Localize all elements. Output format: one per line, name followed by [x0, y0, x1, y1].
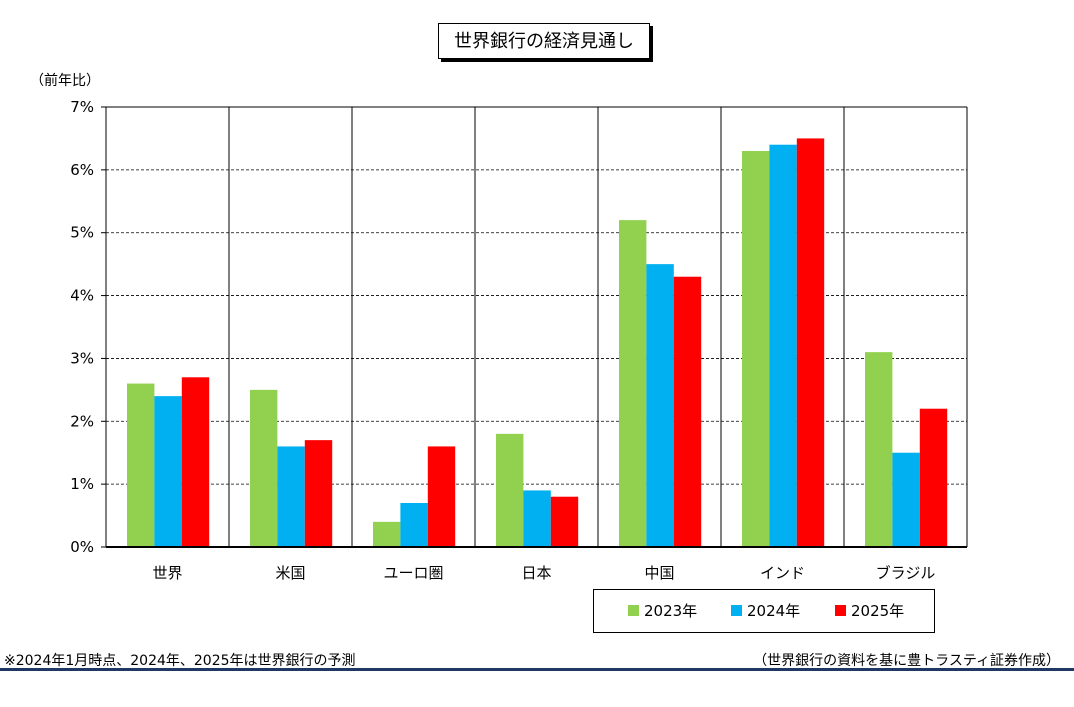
x-tick-label: 米国: [275, 564, 305, 582]
legend-label-2023: 2023年: [644, 602, 698, 620]
legend-label-2025: 2025年: [851, 602, 905, 620]
bar-2023年-中国: [619, 220, 647, 547]
legend-swatch-2023: [628, 605, 639, 616]
legend-swatch-2025: [835, 605, 846, 616]
bar-2025年-米国: [304, 440, 333, 547]
y-tick-label: 1%: [70, 475, 94, 493]
bar-2025年-中国: [673, 276, 702, 547]
chart-title: 世界銀行の経済見通し: [438, 23, 650, 59]
bar-2024年-中国: [646, 264, 674, 547]
bar-2024年-ユーロ圏: [400, 503, 428, 547]
y-tick-label: 4%: [70, 287, 94, 305]
bar-2024年-インド: [769, 144, 797, 547]
x-tick-label: ユーロ圏: [383, 564, 443, 582]
plot-background: [106, 107, 967, 547]
bar-2023年-世界: [127, 383, 155, 547]
x-tick-label: 日本: [521, 564, 551, 582]
source-note: （世界銀行の資料を基に豊トラスティ証券作成）: [753, 653, 1060, 669]
legend-item-2025: 2025年: [835, 602, 904, 620]
bar-2024年-日本: [523, 490, 551, 547]
bottom-rule: [0, 668, 1074, 671]
x-tick-label: インド: [760, 564, 805, 582]
bar-2023年-日本: [496, 433, 524, 547]
legend-item-2023: 2023年: [628, 602, 697, 620]
legend-label-2024: 2024年: [747, 602, 801, 620]
legend: 2023年 2024年 2025年: [593, 589, 935, 633]
y-tick-label: 0%: [70, 538, 94, 556]
bar-2023年-インド: [742, 151, 770, 547]
y-tick-label: 5%: [70, 224, 94, 242]
bar-2023年-米国: [250, 389, 278, 547]
legend-swatch-2024: [731, 605, 742, 616]
y-axis-label: （前年比）: [30, 73, 100, 89]
bar-2025年-インド: [796, 138, 825, 547]
y-tick-label: 2%: [70, 412, 94, 430]
bar-2024年-世界: [154, 396, 182, 547]
bar-2023年-ユーロ圏: [373, 521, 401, 547]
bar-2024年-ブラジル: [892, 452, 920, 547]
bar-2024年-米国: [277, 446, 305, 547]
x-tick-label: 中国: [644, 564, 674, 582]
bar-2025年-ユーロ圏: [427, 446, 456, 547]
x-tick-label: ブラジル: [876, 564, 936, 582]
bar-2023年-ブラジル: [865, 352, 893, 547]
y-tick-label: 7%: [70, 98, 94, 116]
y-tick-label: 6%: [70, 161, 94, 179]
footnote: ※2024年1月時点、2024年、2025年は世界銀行の予測: [4, 653, 356, 669]
bar-2025年-ブラジル: [919, 408, 948, 547]
x-tick-label: 世界: [152, 564, 182, 582]
legend-item-2024: 2024年: [731, 602, 800, 620]
y-tick-label: 3%: [70, 349, 94, 367]
bar-2025年-日本: [550, 496, 579, 547]
bar-2025年-世界: [181, 377, 210, 547]
